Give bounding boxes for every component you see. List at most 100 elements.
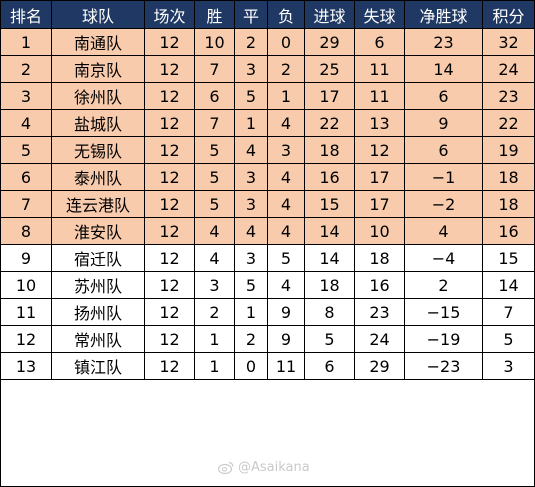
column-header: 平 <box>234 0 268 29</box>
table-cell: −4 <box>404 244 483 272</box>
table-cell: 7 <box>0 190 52 218</box>
table-cell: 11 <box>354 55 405 83</box>
table-cell: 4 <box>267 190 305 218</box>
table-cell: 5 <box>267 244 305 272</box>
table-cell: 9 <box>267 298 305 326</box>
table-cell: 4 <box>267 271 305 299</box>
table-cell: 12 <box>354 136 405 164</box>
team-name-cell: 宿迁队 <box>51 244 145 272</box>
team-name-cell: 无锡队 <box>51 136 145 164</box>
table-row: 2 南京队 12 7 3 2 25 11 14 24 <box>0 55 535 83</box>
table-cell: 22 <box>482 109 535 137</box>
table-cell: 12 <box>144 82 195 110</box>
table-cell: 3 <box>234 244 268 272</box>
table-cell: 4 <box>194 217 235 245</box>
table-cell: 16 <box>482 217 535 245</box>
table-cell: 2 <box>234 325 268 353</box>
column-header: 净胜球 <box>404 0 483 29</box>
table-cell: 1 <box>194 352 235 380</box>
standings-table: 排名 球队 场次胜平负进球 失球 净胜球 积分 1 南通队 12 10 2 0 29 6 23 32 2 南京队… <box>0 0 535 380</box>
table-cell: 2 <box>267 55 305 83</box>
table-cell: 10 <box>354 217 405 245</box>
table-cell: 14 <box>404 55 483 83</box>
table-cell: 5 <box>194 163 235 191</box>
table-row: 10 苏州队 12 3 5 4 18 16 2 14 <box>0 271 535 299</box>
weibo-icon <box>218 461 234 474</box>
table-cell: 23 <box>404 28 483 56</box>
table-cell: −1 <box>404 163 483 191</box>
table-cell: 22 <box>304 109 355 137</box>
table-cell: 9 <box>0 244 52 272</box>
team-name-cell: 泰州队 <box>51 163 145 191</box>
table-cell: 5 <box>0 136 52 164</box>
table-cell: 13 <box>354 109 405 137</box>
table-cell: 2 <box>0 55 52 83</box>
team-name-cell: 徐州队 <box>51 82 145 110</box>
table-cell: 12 <box>144 163 195 191</box>
table-row: 4 盐城队 12 7 1 4 22 13 9 22 <box>0 109 535 137</box>
column-header: 失球 <box>354 0 405 29</box>
table-cell: 9 <box>404 109 483 137</box>
table-cell: 12 <box>144 325 195 353</box>
table-cell: 13 <box>0 352 52 380</box>
table-cell: 15 <box>304 190 355 218</box>
table-cell: −23 <box>404 352 483 380</box>
table-cell: 6 <box>304 352 355 380</box>
table-cell: 19 <box>482 136 535 164</box>
watermark-text: @Asaikana <box>238 460 310 475</box>
table-cell: 17 <box>304 82 355 110</box>
table-cell: 14 <box>304 244 355 272</box>
table-cell: 4 <box>267 109 305 137</box>
table-cell: 17 <box>354 163 405 191</box>
table-cell: 12 <box>144 28 195 56</box>
table-cell: 9 <box>267 325 305 353</box>
table-cell: 16 <box>354 271 405 299</box>
table-cell: 5 <box>304 325 355 353</box>
table-row: 6 泰州队 12 5 3 4 16 17 −1 18 <box>0 163 535 191</box>
table-row: 12 常州队 12 1 2 9 5 24 −19 5 <box>0 325 535 353</box>
header-row: 排名 球队 场次胜平负进球 失球 净胜球 积分 <box>0 0 535 29</box>
table-cell: 32 <box>482 28 535 56</box>
table-cell: 3 <box>234 55 268 83</box>
table-cell: 5 <box>194 190 235 218</box>
table-cell: 3 <box>194 271 235 299</box>
table-cell: 6 <box>0 163 52 191</box>
table-cell: 23 <box>482 82 535 110</box>
table-cell: 12 <box>144 298 195 326</box>
table-cell: 4 <box>267 163 305 191</box>
table-cell: 7 <box>194 109 235 137</box>
table-cell: 11 <box>267 352 305 380</box>
table-cell: 12 <box>144 244 195 272</box>
table-cell: 29 <box>354 352 405 380</box>
table-cell: 2 <box>404 271 483 299</box>
table-row: 9 宿迁队 12 4 3 5 14 18 −4 15 <box>0 244 535 272</box>
table-cell: 23 <box>354 298 405 326</box>
column-header: 排名 <box>0 0 52 29</box>
team-name-cell: 盐城队 <box>51 109 145 137</box>
table-cell: 12 <box>144 136 195 164</box>
table-cell: 24 <box>482 55 535 83</box>
table-cell: 5 <box>482 325 535 353</box>
table-cell: 10 <box>194 28 235 56</box>
table-row: 5 无锡队 12 5 4 3 18 12 6 19 <box>0 136 535 164</box>
table-cell: 4 <box>234 136 268 164</box>
table-cell: 6 <box>404 82 483 110</box>
table-cell: 12 <box>0 325 52 353</box>
table-cell: 12 <box>144 271 195 299</box>
table-cell: 18 <box>482 163 535 191</box>
table-cell: 7 <box>194 55 235 83</box>
table-cell: 18 <box>482 190 535 218</box>
table-cell: 8 <box>0 217 52 245</box>
column-header: 球队 <box>51 0 145 29</box>
table-cell: 4 <box>234 217 268 245</box>
table-cell: 4 <box>404 217 483 245</box>
table-cell: 3 <box>0 82 52 110</box>
table-cell: 3 <box>234 190 268 218</box>
table-cell: 24 <box>354 325 405 353</box>
column-header: 胜 <box>194 0 235 29</box>
table-cell: 4 <box>267 217 305 245</box>
table-cell: 25 <box>304 55 355 83</box>
column-header: 积分 <box>482 0 535 29</box>
table-row: 7 连云港队 12 5 3 4 15 17 −2 18 <box>0 190 535 218</box>
table-cell: 1 <box>267 82 305 110</box>
